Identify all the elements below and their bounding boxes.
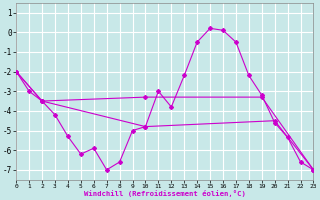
X-axis label: Windchill (Refroidissement éolien,°C): Windchill (Refroidissement éolien,°C): [84, 190, 246, 197]
